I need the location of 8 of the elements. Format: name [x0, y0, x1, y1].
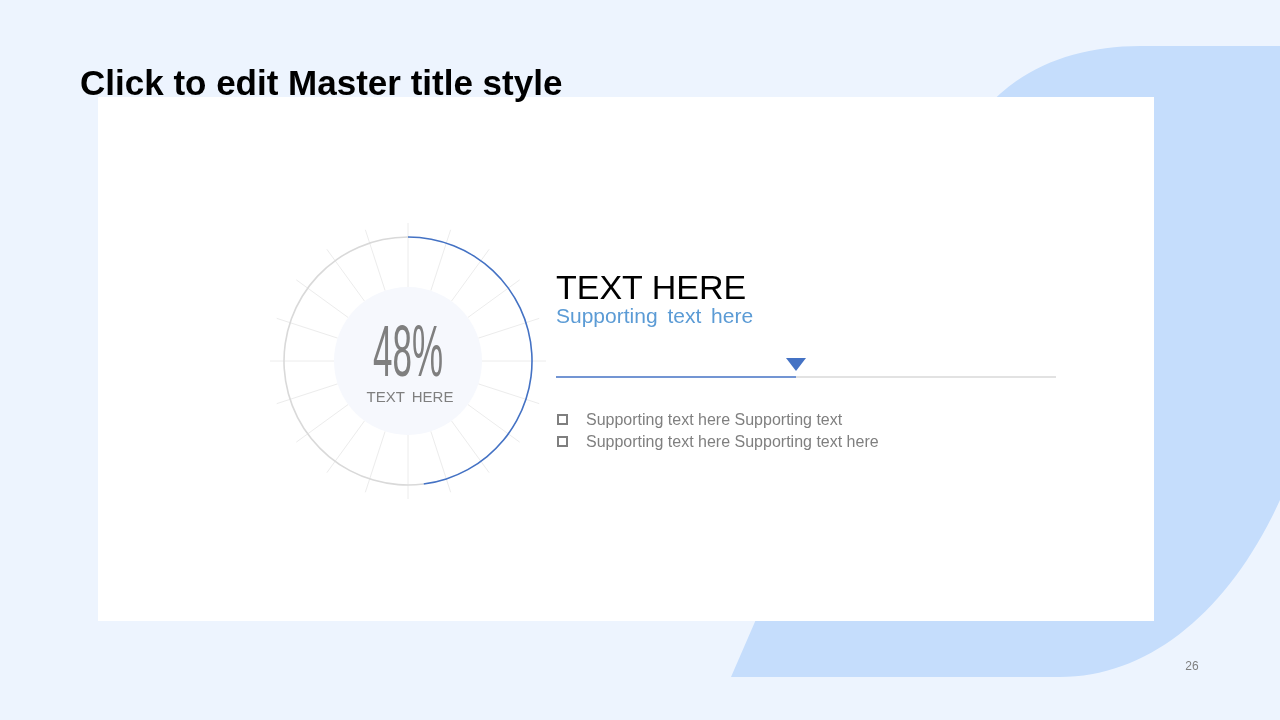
chart-title: Click to edit Master title style: [80, 63, 563, 102]
text: Supporting text here: [556, 304, 754, 327]
text: TEXT HERE: [556, 268, 747, 306]
text: 48%: [373, 311, 518, 391]
text: TEXT HERE: [366, 388, 454, 405]
text: Supporting text here Supporting text here: [586, 433, 879, 450]
text: 26: [1185, 659, 1199, 673]
text: Supporting text here Supporting text: [586, 411, 843, 428]
